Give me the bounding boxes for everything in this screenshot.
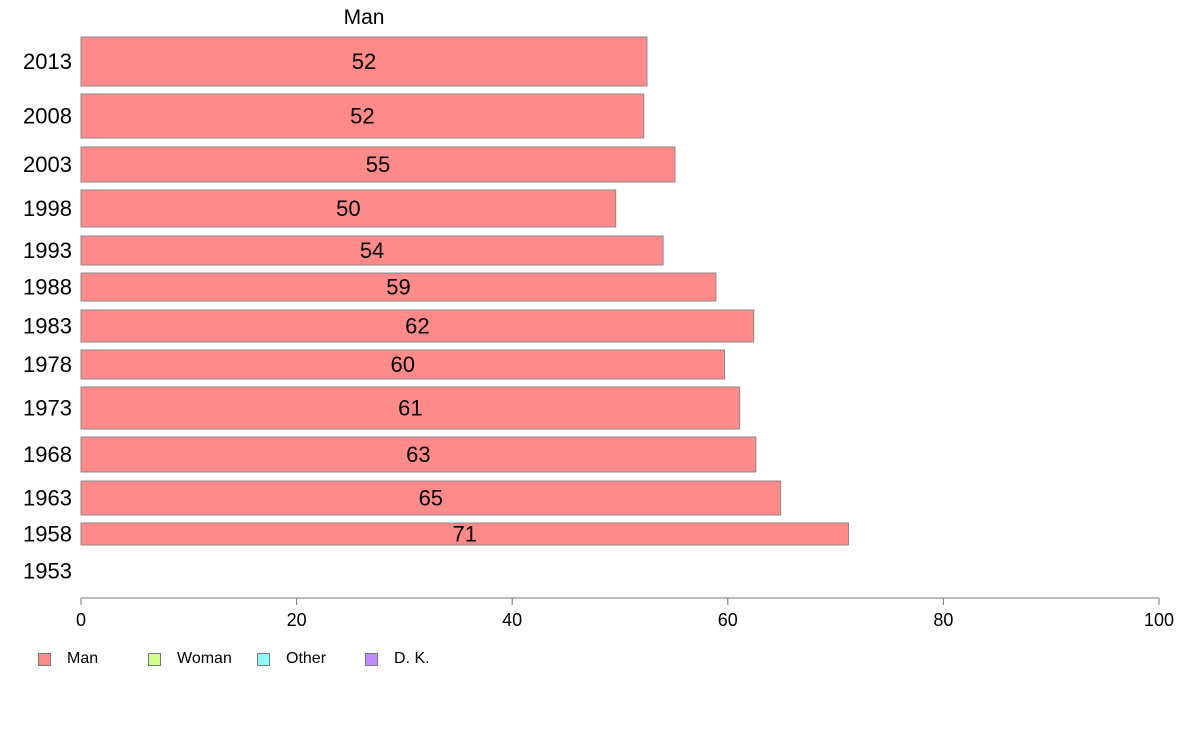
- category-label-1953: 1953: [23, 559, 72, 584]
- legend-label-man: Man: [67, 650, 99, 667]
- legend-swatch-woman: [148, 652, 161, 666]
- category-label-1963: 1963: [23, 486, 72, 511]
- legend-item-man: Man: [38, 650, 98, 668]
- bar-1998: [80, 189, 617, 228]
- bar-1968: [80, 436, 757, 473]
- category-label-1988: 1988: [23, 275, 72, 300]
- bar-1958: [80, 522, 850, 546]
- legend-label-other: Other: [286, 650, 327, 667]
- legend-swatch-other: [257, 652, 270, 666]
- category-label-1958: 1958: [23, 522, 72, 547]
- legend-item-woman: Woman: [148, 650, 232, 668]
- data-label-1988: 59: [386, 275, 410, 300]
- category-label-2003: 2003: [23, 152, 72, 177]
- data-label-1973: 61: [398, 396, 422, 421]
- x-tick-label-40: 40: [502, 610, 522, 630]
- data-label-1998: 50: [336, 196, 360, 221]
- category-label-1998: 1998: [23, 196, 72, 221]
- legend-swatch-man: [38, 652, 51, 666]
- x-tick-label-0: 0: [76, 610, 86, 630]
- data-label-1968: 63: [406, 442, 430, 467]
- legend-label-woman: Woman: [177, 650, 232, 667]
- bar-1983: [80, 309, 755, 343]
- bar-2003: [80, 146, 676, 183]
- series-title: Man: [343, 6, 385, 29]
- bar-1973: [80, 386, 741, 430]
- data-label-1983: 62: [405, 314, 429, 339]
- x-tick-label-80: 80: [933, 610, 953, 630]
- data-label-1958: 71: [453, 522, 477, 547]
- data-label-2013: 52: [352, 49, 376, 74]
- category-label-1993: 1993: [23, 238, 72, 263]
- bar-2008: [80, 93, 645, 139]
- data-label-1993: 54: [360, 238, 384, 263]
- data-label-1978: 60: [391, 352, 415, 377]
- legend-item-other: Other: [257, 650, 326, 668]
- category-label-1978: 1978: [23, 352, 72, 377]
- category-label-1983: 1983: [23, 314, 72, 339]
- bar-2013: [80, 36, 648, 87]
- legend-label-dk: D. K.: [394, 650, 430, 667]
- category-label-2013: 2013: [23, 49, 72, 74]
- x-tick-label-20: 20: [287, 610, 307, 630]
- category-label-2008: 2008: [23, 104, 72, 129]
- category-label-1973: 1973: [23, 396, 72, 421]
- legend-item-dk: D. K.: [365, 650, 430, 668]
- bar-1978: [80, 349, 726, 380]
- bar-1963: [80, 480, 782, 516]
- bar-1993: [80, 235, 664, 266]
- data-label-2003: 55: [366, 152, 390, 177]
- bar-1988: [80, 272, 717, 302]
- category-label-1968: 1968: [23, 442, 72, 467]
- data-label-1963: 65: [419, 486, 443, 511]
- x-tick-label-100: 100: [1144, 610, 1174, 630]
- legend-swatch-dk: [365, 652, 378, 666]
- data-label-2008: 52: [350, 104, 374, 129]
- x-tick-label-60: 60: [718, 610, 738, 630]
